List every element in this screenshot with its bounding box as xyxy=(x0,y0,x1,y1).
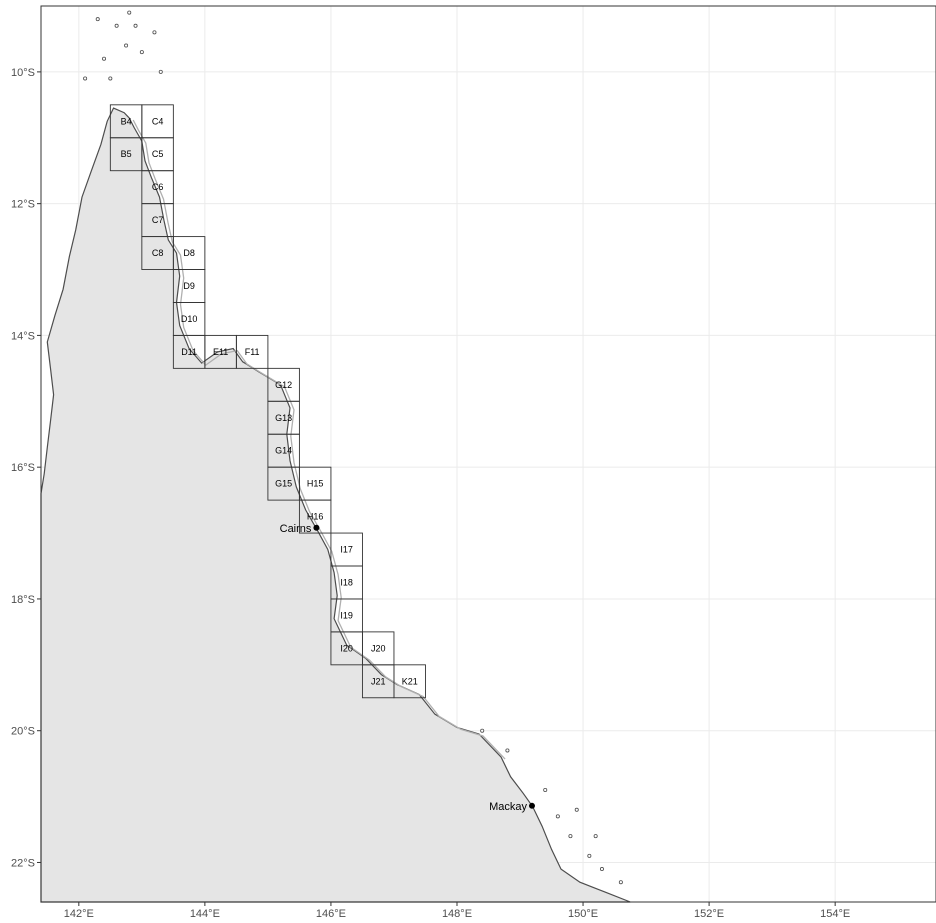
grid-cell-label: I17 xyxy=(340,545,353,555)
y-tick-label: 22°S xyxy=(11,857,35,869)
grid-cell-h16: H16 xyxy=(298,499,332,534)
island-20 xyxy=(505,748,510,753)
island-16 xyxy=(599,867,604,872)
grid-cell-label: D11 xyxy=(181,347,197,357)
island-14 xyxy=(568,834,573,839)
grid-cell-label: C4 xyxy=(152,116,164,126)
island-17 xyxy=(618,880,623,885)
panel-border xyxy=(40,5,936,903)
island-8 xyxy=(108,76,113,81)
place-label: Mackay xyxy=(489,801,527,813)
island-1 xyxy=(114,23,119,28)
grid-cell-label: B4 xyxy=(121,116,132,126)
grid-cell-label: E11 xyxy=(213,347,228,357)
grid-cell-box xyxy=(298,499,332,534)
x-tick-label: 144°E xyxy=(190,908,220,920)
grid-cell-label: G13 xyxy=(275,413,292,423)
grid-cell-label: G15 xyxy=(275,479,292,489)
grid-cells: B4 C4 B5 C5 C6 C7 C8 D8 D9 D10 D11 E11 F11 G12 G13 G14 G… xyxy=(109,104,426,699)
place-markers: Cairns Mackay xyxy=(280,523,535,813)
island-5 xyxy=(139,50,144,55)
x-tick-label: 154°E xyxy=(820,908,850,920)
island-4 xyxy=(124,43,129,48)
x-tick-label: 142°E xyxy=(64,908,94,920)
x-axis: 142°E 144°E 146°E 148°E 150°E 152°E 154°E xyxy=(64,902,850,920)
grid-cell-label: I18 xyxy=(340,577,353,587)
grid-cell-label: J20 xyxy=(371,643,386,653)
grid-cell-label: F11 xyxy=(245,347,260,357)
place-label: Cairns xyxy=(280,523,312,535)
island-9 xyxy=(158,69,163,74)
grid-cell-label: D10 xyxy=(181,314,198,324)
y-tick-label: 14°S xyxy=(11,330,35,342)
island-3 xyxy=(152,30,157,35)
grid-cell-k21: K21 xyxy=(393,664,426,699)
island-19 xyxy=(593,834,598,839)
y-axis: 10°S 12°S 14°S 16°S 18°S 20°S 22°S xyxy=(11,67,41,869)
grid-cell-label: H16 xyxy=(307,512,324,522)
y-tick-label: 16°S xyxy=(11,462,35,474)
grid-cell-box xyxy=(235,334,269,369)
island-10 xyxy=(127,10,132,15)
grid-cell-label: G12 xyxy=(275,380,292,390)
x-tick-label: 148°E xyxy=(442,908,472,920)
place-cairns: Cairns xyxy=(280,523,320,535)
island-6 xyxy=(102,56,107,61)
grid-cell-label: C7 xyxy=(152,215,164,225)
island-12 xyxy=(543,788,548,793)
island-13 xyxy=(555,814,560,819)
y-tick-label: 18°S xyxy=(11,594,35,606)
grid-cell-label: H15 xyxy=(307,479,324,489)
grid-cell-label: G14 xyxy=(275,446,292,456)
island-7 xyxy=(83,76,88,81)
grid-cell-label: D8 xyxy=(183,248,195,258)
land-area xyxy=(40,107,631,903)
island-dots xyxy=(83,10,623,885)
island-18 xyxy=(574,807,579,812)
grid-cell-box xyxy=(393,664,426,699)
grid-cell-f11: F11 xyxy=(235,334,269,369)
island-0 xyxy=(95,17,100,22)
island-15 xyxy=(587,853,592,858)
place-marker xyxy=(528,802,535,809)
y-tick-label: 20°S xyxy=(11,726,35,738)
reef-outline xyxy=(132,119,506,760)
grid-cell-label: D9 xyxy=(183,281,195,291)
place-marker xyxy=(313,524,320,531)
grid-cell-label: C8 xyxy=(152,248,164,258)
grid-cell-label: C6 xyxy=(152,182,164,192)
island-2 xyxy=(133,23,138,28)
island-11 xyxy=(480,728,485,733)
y-tick-label: 12°S xyxy=(11,199,35,211)
x-tick-label: 146°E xyxy=(316,908,346,920)
grid-cell-label: C5 xyxy=(152,149,164,159)
grid-cell-label: J21 xyxy=(371,676,386,686)
x-tick-label: 152°E xyxy=(694,908,724,920)
place-mackay: Mackay xyxy=(489,801,535,813)
grid-cell-label: K21 xyxy=(402,676,418,686)
grid-cell-label: B5 xyxy=(121,149,132,159)
x-tick-label: 150°E xyxy=(568,908,598,920)
grid-cell-label: I20 xyxy=(340,643,353,653)
grid-cell-label: I19 xyxy=(340,610,353,620)
y-tick-label: 10°S xyxy=(11,67,35,79)
